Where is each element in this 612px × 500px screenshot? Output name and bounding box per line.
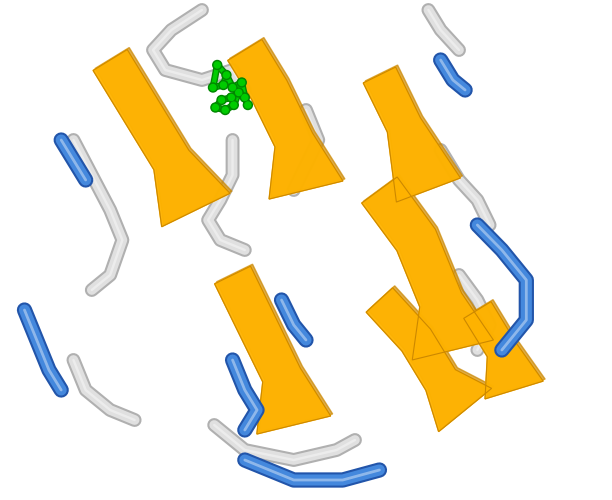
Circle shape (234, 88, 243, 97)
Circle shape (217, 96, 226, 104)
Polygon shape (365, 65, 463, 200)
Circle shape (213, 60, 222, 70)
Polygon shape (95, 48, 232, 224)
Circle shape (244, 100, 252, 110)
Circle shape (210, 84, 216, 90)
Circle shape (236, 90, 242, 96)
Circle shape (209, 83, 217, 92)
Circle shape (219, 80, 228, 90)
Polygon shape (364, 67, 460, 202)
Polygon shape (215, 266, 330, 434)
Polygon shape (217, 264, 333, 432)
Polygon shape (366, 288, 491, 432)
Polygon shape (466, 300, 545, 397)
Circle shape (221, 106, 230, 114)
Circle shape (211, 103, 220, 112)
Polygon shape (228, 40, 343, 199)
Circle shape (231, 102, 237, 108)
Circle shape (223, 72, 230, 78)
Polygon shape (464, 302, 543, 399)
Circle shape (220, 82, 226, 88)
Polygon shape (364, 175, 496, 358)
Circle shape (218, 97, 225, 103)
Circle shape (237, 78, 246, 87)
Circle shape (212, 104, 218, 110)
Circle shape (222, 107, 228, 113)
Polygon shape (368, 286, 494, 430)
Circle shape (214, 62, 220, 68)
Circle shape (228, 94, 234, 100)
Polygon shape (230, 38, 345, 197)
Polygon shape (362, 177, 493, 360)
Circle shape (242, 94, 248, 100)
Circle shape (222, 70, 231, 80)
Circle shape (241, 93, 249, 102)
Circle shape (228, 83, 237, 92)
Circle shape (227, 93, 236, 102)
Circle shape (230, 84, 236, 90)
Circle shape (239, 80, 245, 86)
Polygon shape (93, 50, 230, 226)
Circle shape (245, 102, 251, 108)
Circle shape (230, 100, 238, 110)
